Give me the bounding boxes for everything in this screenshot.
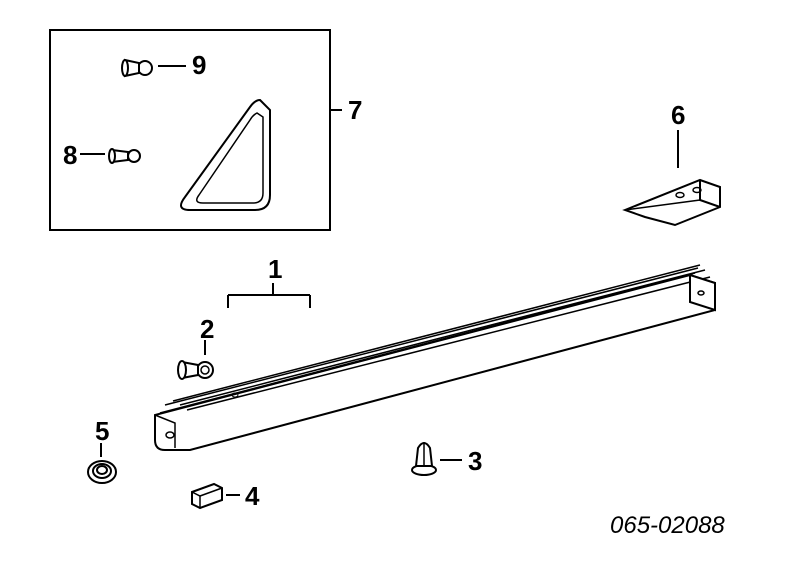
- parts-diagram: 1 2 3 4 5 6 7 8 9 065-02088: [0, 0, 800, 561]
- part-9-icon: [122, 60, 152, 76]
- part-4-icon: [192, 484, 222, 508]
- part-2-icon: [178, 361, 213, 379]
- part-5-icon: [88, 461, 116, 483]
- callout-1: 1: [268, 254, 282, 285]
- callout-9: 9: [192, 50, 206, 81]
- part-1-icon: [155, 265, 715, 450]
- callout-4: 4: [245, 481, 259, 512]
- part-number-label: 065-02088: [610, 512, 725, 540]
- diagram-svg: [0, 0, 800, 561]
- callout-8: 8: [63, 140, 77, 171]
- callout-5: 5: [95, 416, 109, 447]
- part-7-icon: [181, 100, 270, 210]
- part-6-icon: [625, 180, 720, 225]
- callout-2: 2: [200, 314, 214, 345]
- callout-3: 3: [468, 446, 482, 477]
- part-3-icon: [412, 442, 436, 475]
- callout-6: 6: [671, 100, 685, 131]
- part-8-icon: [109, 149, 140, 163]
- callout-7: 7: [348, 95, 362, 126]
